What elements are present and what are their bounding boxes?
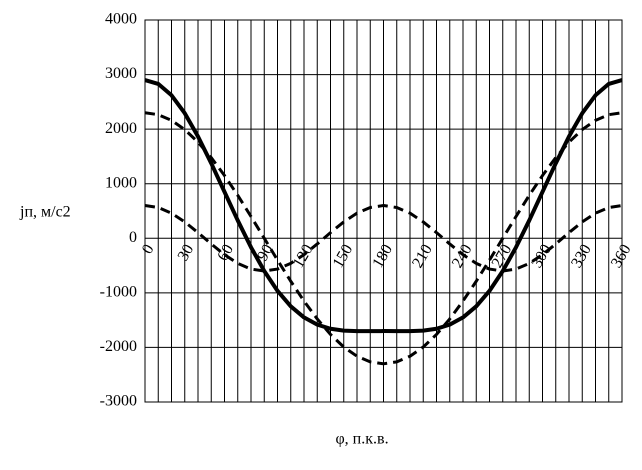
y-tick-label: 1000 — [105, 174, 137, 191]
y-tick-label: -2000 — [100, 338, 137, 355]
x-tick-label: 180 — [369, 242, 396, 271]
x-axis-label: φ, п.к.в. — [335, 431, 388, 448]
x-tick-label: 150 — [330, 242, 357, 271]
y-axis-label: jп, м/с2 — [19, 204, 71, 221]
y-tick-label: -1000 — [100, 284, 137, 301]
x-tick-label: 60 — [214, 242, 237, 264]
x-tick-label: 210 — [409, 242, 436, 271]
x-tick-label: 30 — [175, 242, 198, 264]
x-tick-label: 90 — [254, 242, 277, 264]
plot-frame — [144, 19, 623, 403]
x-tick-label: 360 — [608, 242, 635, 271]
x-tick-label: 0 — [139, 242, 158, 257]
x-tick-label: 330 — [568, 242, 595, 271]
y-tick-label: 2000 — [105, 120, 137, 137]
series-line — [144, 204, 623, 273]
series-line — [144, 78, 623, 334]
y-tick-label: 3000 — [105, 65, 137, 82]
y-tick-label: -3000 — [100, 393, 137, 410]
y-tick-label: 4000 — [105, 11, 137, 28]
series-line — [144, 111, 623, 366]
y-tick-label: 0 — [129, 229, 137, 246]
